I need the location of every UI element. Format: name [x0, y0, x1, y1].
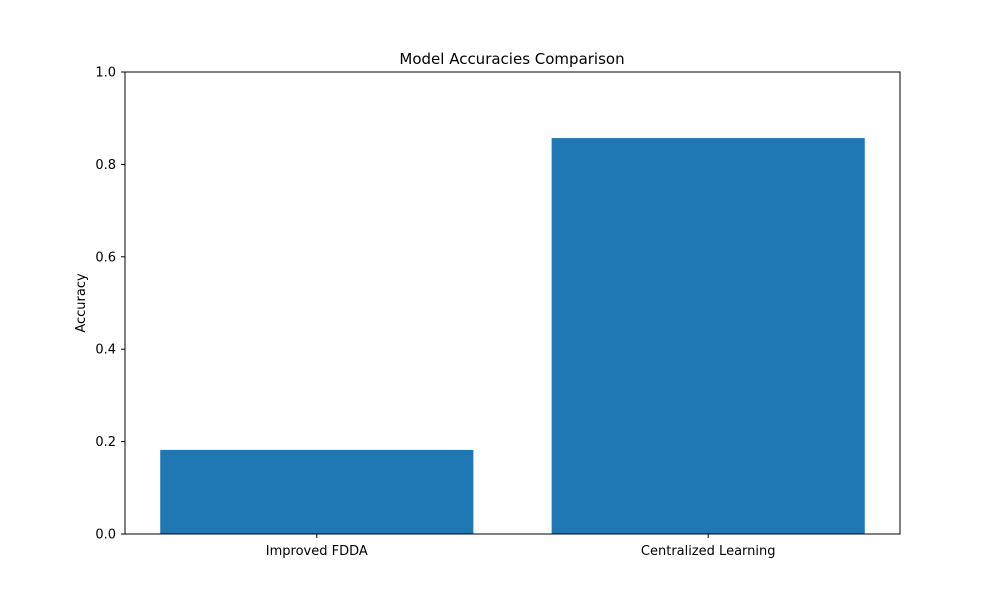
chart-title: Model Accuracies Comparison	[399, 50, 624, 68]
plot-frame	[124, 71, 901, 535]
bar-group	[160, 138, 865, 535]
y-axis-label: Accuracy	[74, 273, 89, 333]
bar-improved-fdda	[160, 449, 474, 534]
x-axis-ticks: Improved FDDA Centralized Learning	[266, 534, 776, 559]
y-axis-ticks: 0.0 0.2 0.4 0.6 0.8 1.0	[95, 66, 125, 543]
y-tick-label: 0.8	[95, 158, 116, 173]
x-tick-label: Improved FDDA	[266, 544, 368, 559]
y-tick-label: 1.0	[95, 66, 116, 81]
y-tick-label: 0.6	[95, 250, 116, 265]
y-tick-label: 0.4	[95, 343, 116, 358]
x-tick-label: Centralized Learning	[641, 544, 776, 559]
bar-centralized-learning	[551, 138, 865, 535]
y-tick-label: 0.2	[95, 435, 116, 450]
y-tick-label: 0.0	[95, 528, 116, 543]
